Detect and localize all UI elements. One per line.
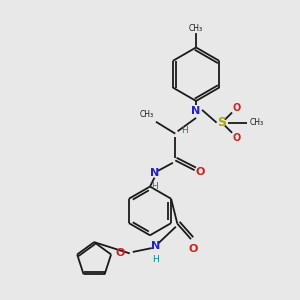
Text: O: O <box>189 244 198 254</box>
Text: CH₃: CH₃ <box>189 24 203 33</box>
Text: H: H <box>182 126 188 135</box>
Text: S: S <box>218 116 226 129</box>
Text: CH₃: CH₃ <box>140 110 154 119</box>
Text: H: H <box>151 182 158 191</box>
Text: O: O <box>233 103 241 113</box>
Text: N: N <box>191 106 201 116</box>
Text: O: O <box>196 167 205 177</box>
Text: N: N <box>150 168 159 178</box>
Text: H: H <box>152 255 159 264</box>
Text: CH₃: CH₃ <box>249 118 263 127</box>
Text: N: N <box>151 241 160 251</box>
Text: O: O <box>116 248 125 258</box>
Text: O: O <box>233 133 241 142</box>
